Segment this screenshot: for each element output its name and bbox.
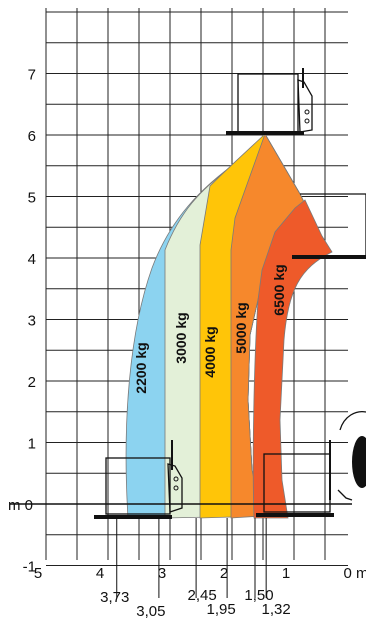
- boom-head: [339, 410, 366, 431]
- zone-label: 2200 kg: [133, 342, 149, 393]
- y-tick-label: 1: [28, 436, 36, 453]
- reach-label: 2,45: [187, 587, 216, 604]
- side-fork: [292, 255, 366, 259]
- load-zones: [125, 133, 333, 519]
- bolt: [304, 118, 310, 124]
- reach-label: 3,05: [136, 603, 165, 620]
- zone-6500-kg: [252, 199, 333, 519]
- y-tick-label: 7: [28, 67, 36, 84]
- axes: [10, 503, 352, 598]
- top-carriage: [237, 73, 299, 133]
- right-fork: [256, 513, 334, 517]
- x-tick-label: 3: [158, 565, 166, 582]
- x-tick-label: 4: [96, 565, 104, 582]
- y-tick-label: 2: [28, 374, 36, 391]
- y-tick-label: 4: [28, 251, 36, 268]
- zone-label: 4000 kg: [202, 326, 218, 377]
- y-tick-label: -1: [23, 559, 36, 576]
- zone-label: 6500 kg: [271, 264, 287, 315]
- y-tick-label: 3: [28, 313, 36, 330]
- x-tick-label: 5: [34, 565, 42, 582]
- top-carriage-plate: [297, 79, 313, 133]
- reach-label: 1,50: [244, 587, 273, 604]
- x-tick-label: 0 m: [343, 565, 366, 582]
- x-tick-label: 2: [220, 565, 228, 582]
- y-tick-label: 5: [28, 190, 36, 207]
- wheel: [352, 436, 366, 488]
- y-tick-label: 6: [28, 128, 36, 145]
- reach-label: 3,73: [100, 589, 129, 606]
- bolt: [173, 476, 179, 482]
- bolt: [173, 485, 179, 491]
- reach-label: 1,95: [206, 601, 235, 618]
- left-fork: [94, 515, 172, 519]
- top-fork: [226, 131, 304, 135]
- left-carriage: [105, 457, 171, 515]
- zone-label: 5000 kg: [233, 302, 249, 353]
- y-tick-label: m 0: [8, 497, 33, 514]
- x-tick-label: 1: [282, 565, 290, 582]
- zone-label: 3000 kg: [173, 312, 189, 363]
- boom-link: [337, 489, 353, 501]
- bolt: [304, 109, 310, 115]
- side-carriage: [300, 193, 366, 255]
- reach-label: 1,32: [262, 601, 291, 618]
- telehandler-outline: [94, 68, 366, 519]
